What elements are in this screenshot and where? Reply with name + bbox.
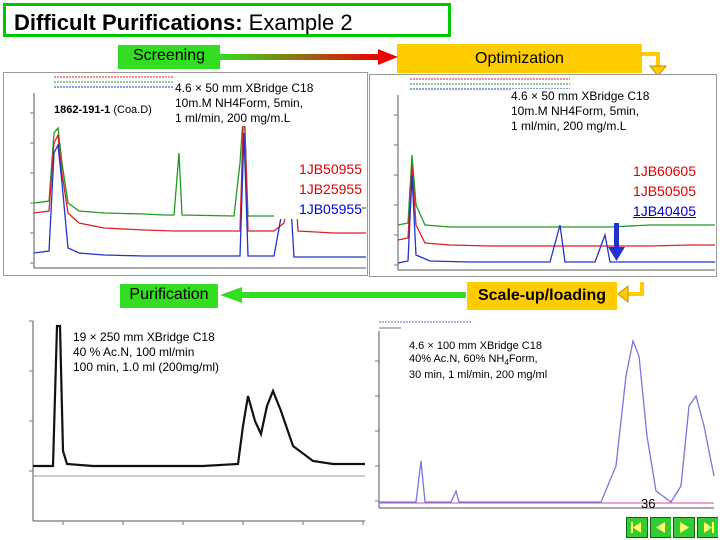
compound-id-label: 1862-191-1 (Coa.D)	[54, 104, 152, 117]
compound-id: 1862-191-1	[54, 104, 111, 116]
nav-next-icon[interactable]	[673, 517, 695, 538]
optimization-conditions: 4.6 × 50 mm XBridge C18 10m.M NH4Form, 5…	[511, 89, 711, 134]
screening-conditions: 4.6 × 50 mm XBridge C18 10m.M NH4Form, 5…	[175, 81, 360, 126]
optimization-step-label: Optimization	[397, 44, 642, 73]
optimization-chromatogram: 4.6 × 50 mm XBridge C18 10m.M NH4Form, 5…	[369, 74, 717, 277]
screening-batch-list: 1JB50955 1JB25955 1JB05955	[274, 159, 362, 219]
purification-label-text: Purification	[129, 286, 209, 303]
optimization-batch-3: 1JB40405	[632, 203, 696, 219]
purification-step-label: Purification	[120, 284, 218, 308]
page-number: 36	[641, 496, 656, 511]
screening-step-label: Screening	[118, 45, 220, 69]
nav-first-icon[interactable]	[626, 517, 648, 538]
slide-title: Difficult Purifications: Example 2	[3, 3, 451, 37]
bent-arrow-optimization-icon	[642, 52, 668, 77]
optimization-batch-2: 1JB50505	[632, 183, 696, 199]
scaleup-conditions-line1: 4.6 × 100 mm XBridge C18	[409, 340, 542, 352]
scaleup-step-label: Scale-up/loading	[467, 282, 617, 310]
bent-arrow-scaleup-icon	[617, 282, 644, 304]
slide-nav-bar	[626, 517, 718, 538]
screening-batch-1: 1JB50955	[298, 161, 362, 177]
scaleup-label-text: Scale-up/loading	[477, 287, 606, 304]
purification-chromatogram: 19 × 250 mm XBridge C18 40 % Ac.N, 100 m…	[3, 316, 368, 538]
optimization-label-text: Optimization	[475, 50, 564, 67]
nav-prev-icon[interactable]	[649, 517, 672, 538]
screening-batch-2: 1JB25955	[298, 181, 362, 197]
optimization-batch-list: 1JB60605 1JB50505 1JB40405	[610, 161, 696, 221]
scaleup-chromatogram: 4.6 × 100 mm XBridge C18 40% Ac.N, 60% N…	[371, 316, 717, 516]
screening-label-text: Screening	[132, 47, 206, 64]
scaleup-conditions: 4.6 × 100 mm XBridge C18 40% Ac.N, 60% N…	[409, 340, 609, 382]
screening-chromatogram: 1862-191-1 (Coa.D) 4.6 × 50 mm XBridge C…	[3, 72, 368, 276]
title-bold: Difficult Purifications:	[14, 10, 243, 35]
title-rest: Example 2	[242, 10, 353, 35]
compound-suffix: (Coa.D)	[110, 104, 152, 116]
nav-last-icon[interactable]	[696, 517, 719, 538]
scaleup-line2-pre: 40% Ac.N, 60% NH	[409, 353, 505, 365]
screening-batch-3: 1JB05955	[298, 201, 362, 217]
purification-conditions: 19 × 250 mm XBridge C18 40 % Ac.N, 100 m…	[73, 330, 220, 374]
optimization-batch-1: 1JB60605	[632, 163, 696, 179]
scaleup-trace-plot	[371, 316, 717, 516]
arrow-scaleup-to-purification	[220, 287, 466, 303]
scaleup-line2-post: Form,	[508, 353, 538, 365]
scaleup-conditions-line2: 40% Ac.N, 60% NH4Form,	[409, 353, 609, 369]
purification-trace-plot	[3, 316, 368, 538]
scaleup-conditions-line3: 30 min, 1 ml/min, 200 mg/ml	[409, 369, 548, 382]
scaleup-line2-sub: 4	[504, 358, 509, 368]
arrow-screening-to-optimization	[220, 49, 398, 65]
